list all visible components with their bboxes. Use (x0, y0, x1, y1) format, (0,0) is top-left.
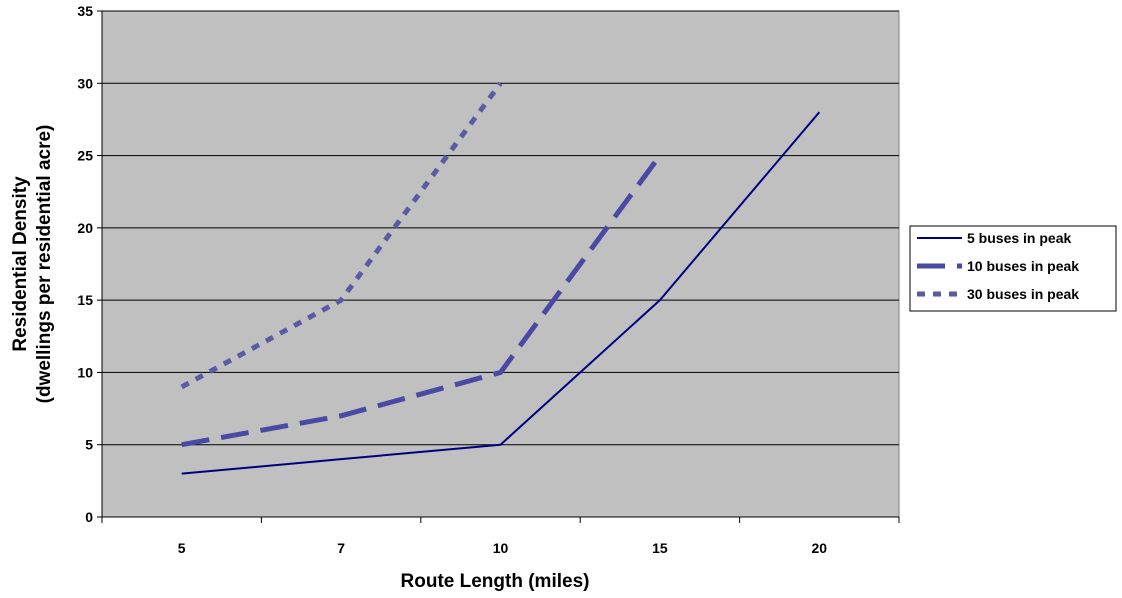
y-tick-label: 5 (85, 437, 93, 453)
axes (97, 10, 900, 523)
y-tick-label: 30 (77, 75, 93, 91)
y-tick-label: 10 (77, 364, 93, 380)
y-tick-label: 15 (77, 292, 93, 308)
series-line-1 (181, 111, 821, 475)
tick-labels: 0 5 10 15 20 25 30 35 5 7 10 15 20 (77, 3, 827, 556)
series-group (180, 81, 821, 475)
y-axis-title-line2: (dwellings per residential acre) (34, 125, 55, 404)
y-tick-label: 0 (85, 509, 93, 525)
y-tick-label: 35 (77, 3, 93, 19)
y-tick-label: 25 (77, 148, 93, 164)
x-axis-title: Route Length (miles) (401, 571, 590, 592)
legend-label-1: 5 buses in peak (967, 230, 1071, 246)
legend-label-3: 30 buses in peak (967, 286, 1079, 302)
x-tick-label: 20 (812, 540, 828, 556)
x-tick-label: 5 (178, 540, 186, 556)
legend-label-2: 10 buses in peak (967, 258, 1079, 274)
series-line-2 (181, 154, 662, 448)
legend: 5 buses in peak 10 buses in peak 30 buses … (909, 225, 1117, 312)
x-tick-label: 10 (493, 540, 509, 556)
x-tick-label: 15 (652, 540, 668, 556)
plot-area (101, 10, 900, 518)
x-tick-label: 7 (337, 540, 345, 556)
y-axis-title-line1: Residential Density (10, 176, 31, 352)
series-line-3 (180, 81, 503, 390)
y-tick-label: 20 (77, 220, 93, 236)
